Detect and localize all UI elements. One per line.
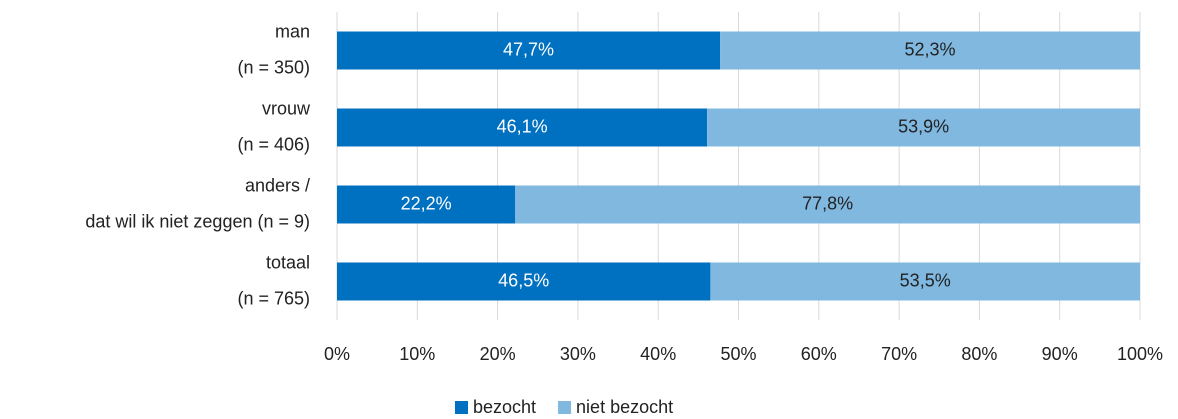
data-label: 53,9% bbox=[898, 116, 949, 136]
data-label: 47,7% bbox=[503, 39, 554, 59]
legend-swatch bbox=[558, 401, 572, 414]
x-tick-label: 80% bbox=[961, 344, 997, 364]
x-tick-label: 0% bbox=[324, 344, 350, 364]
category-label-line: dat wil ik niet zeggen (n = 9) bbox=[85, 211, 310, 231]
data-label: 52,3% bbox=[904, 39, 955, 59]
bar-segment bbox=[337, 31, 721, 70]
bar-segment bbox=[710, 262, 1140, 301]
data-label: 22,2% bbox=[401, 193, 452, 213]
category-label: man (n = 350) bbox=[237, 21, 310, 77]
category-label-line: (n = 406) bbox=[237, 134, 310, 154]
x-tick-label: 30% bbox=[560, 344, 596, 364]
x-tick-label: 40% bbox=[640, 344, 676, 364]
x-tick-label: 90% bbox=[1042, 344, 1078, 364]
x-tick-label: 70% bbox=[881, 344, 917, 364]
bar-segment bbox=[337, 185, 516, 224]
category-label-line: anders / bbox=[245, 175, 310, 195]
category-label-line: man bbox=[275, 21, 310, 41]
category-label-line: (n = 350) bbox=[237, 57, 310, 77]
category-label-line: vrouw bbox=[262, 98, 311, 118]
x-tick-label: 10% bbox=[399, 344, 435, 364]
category-label: totaal (n = 765) bbox=[237, 252, 310, 308]
x-tick-label: 20% bbox=[480, 344, 516, 364]
bar-segment bbox=[707, 108, 1140, 147]
category-label: vrouw (n = 406) bbox=[237, 98, 311, 154]
data-label: 53,5% bbox=[900, 270, 951, 290]
legend-label: bezocht bbox=[473, 397, 536, 417]
bar-segment bbox=[337, 262, 711, 301]
legend-swatch bbox=[455, 401, 468, 414]
data-label: 46,5% bbox=[498, 270, 549, 290]
bar-segment bbox=[720, 31, 1140, 70]
data-label: 77,8% bbox=[802, 193, 853, 213]
bar-segment bbox=[337, 108, 708, 147]
category-label-line: totaal bbox=[266, 252, 310, 272]
x-tick-label: 60% bbox=[801, 344, 837, 364]
data-label: 46,1% bbox=[497, 116, 548, 136]
category-label-line: (n = 765) bbox=[237, 288, 310, 308]
legend-label: niet bezocht bbox=[576, 397, 673, 417]
x-tick-label: 100% bbox=[1117, 344, 1163, 364]
category-label: anders / dat wil ik niet zeggen (n = 9) bbox=[85, 175, 310, 231]
bar-segment bbox=[515, 185, 1140, 224]
x-tick-label: 50% bbox=[720, 344, 756, 364]
